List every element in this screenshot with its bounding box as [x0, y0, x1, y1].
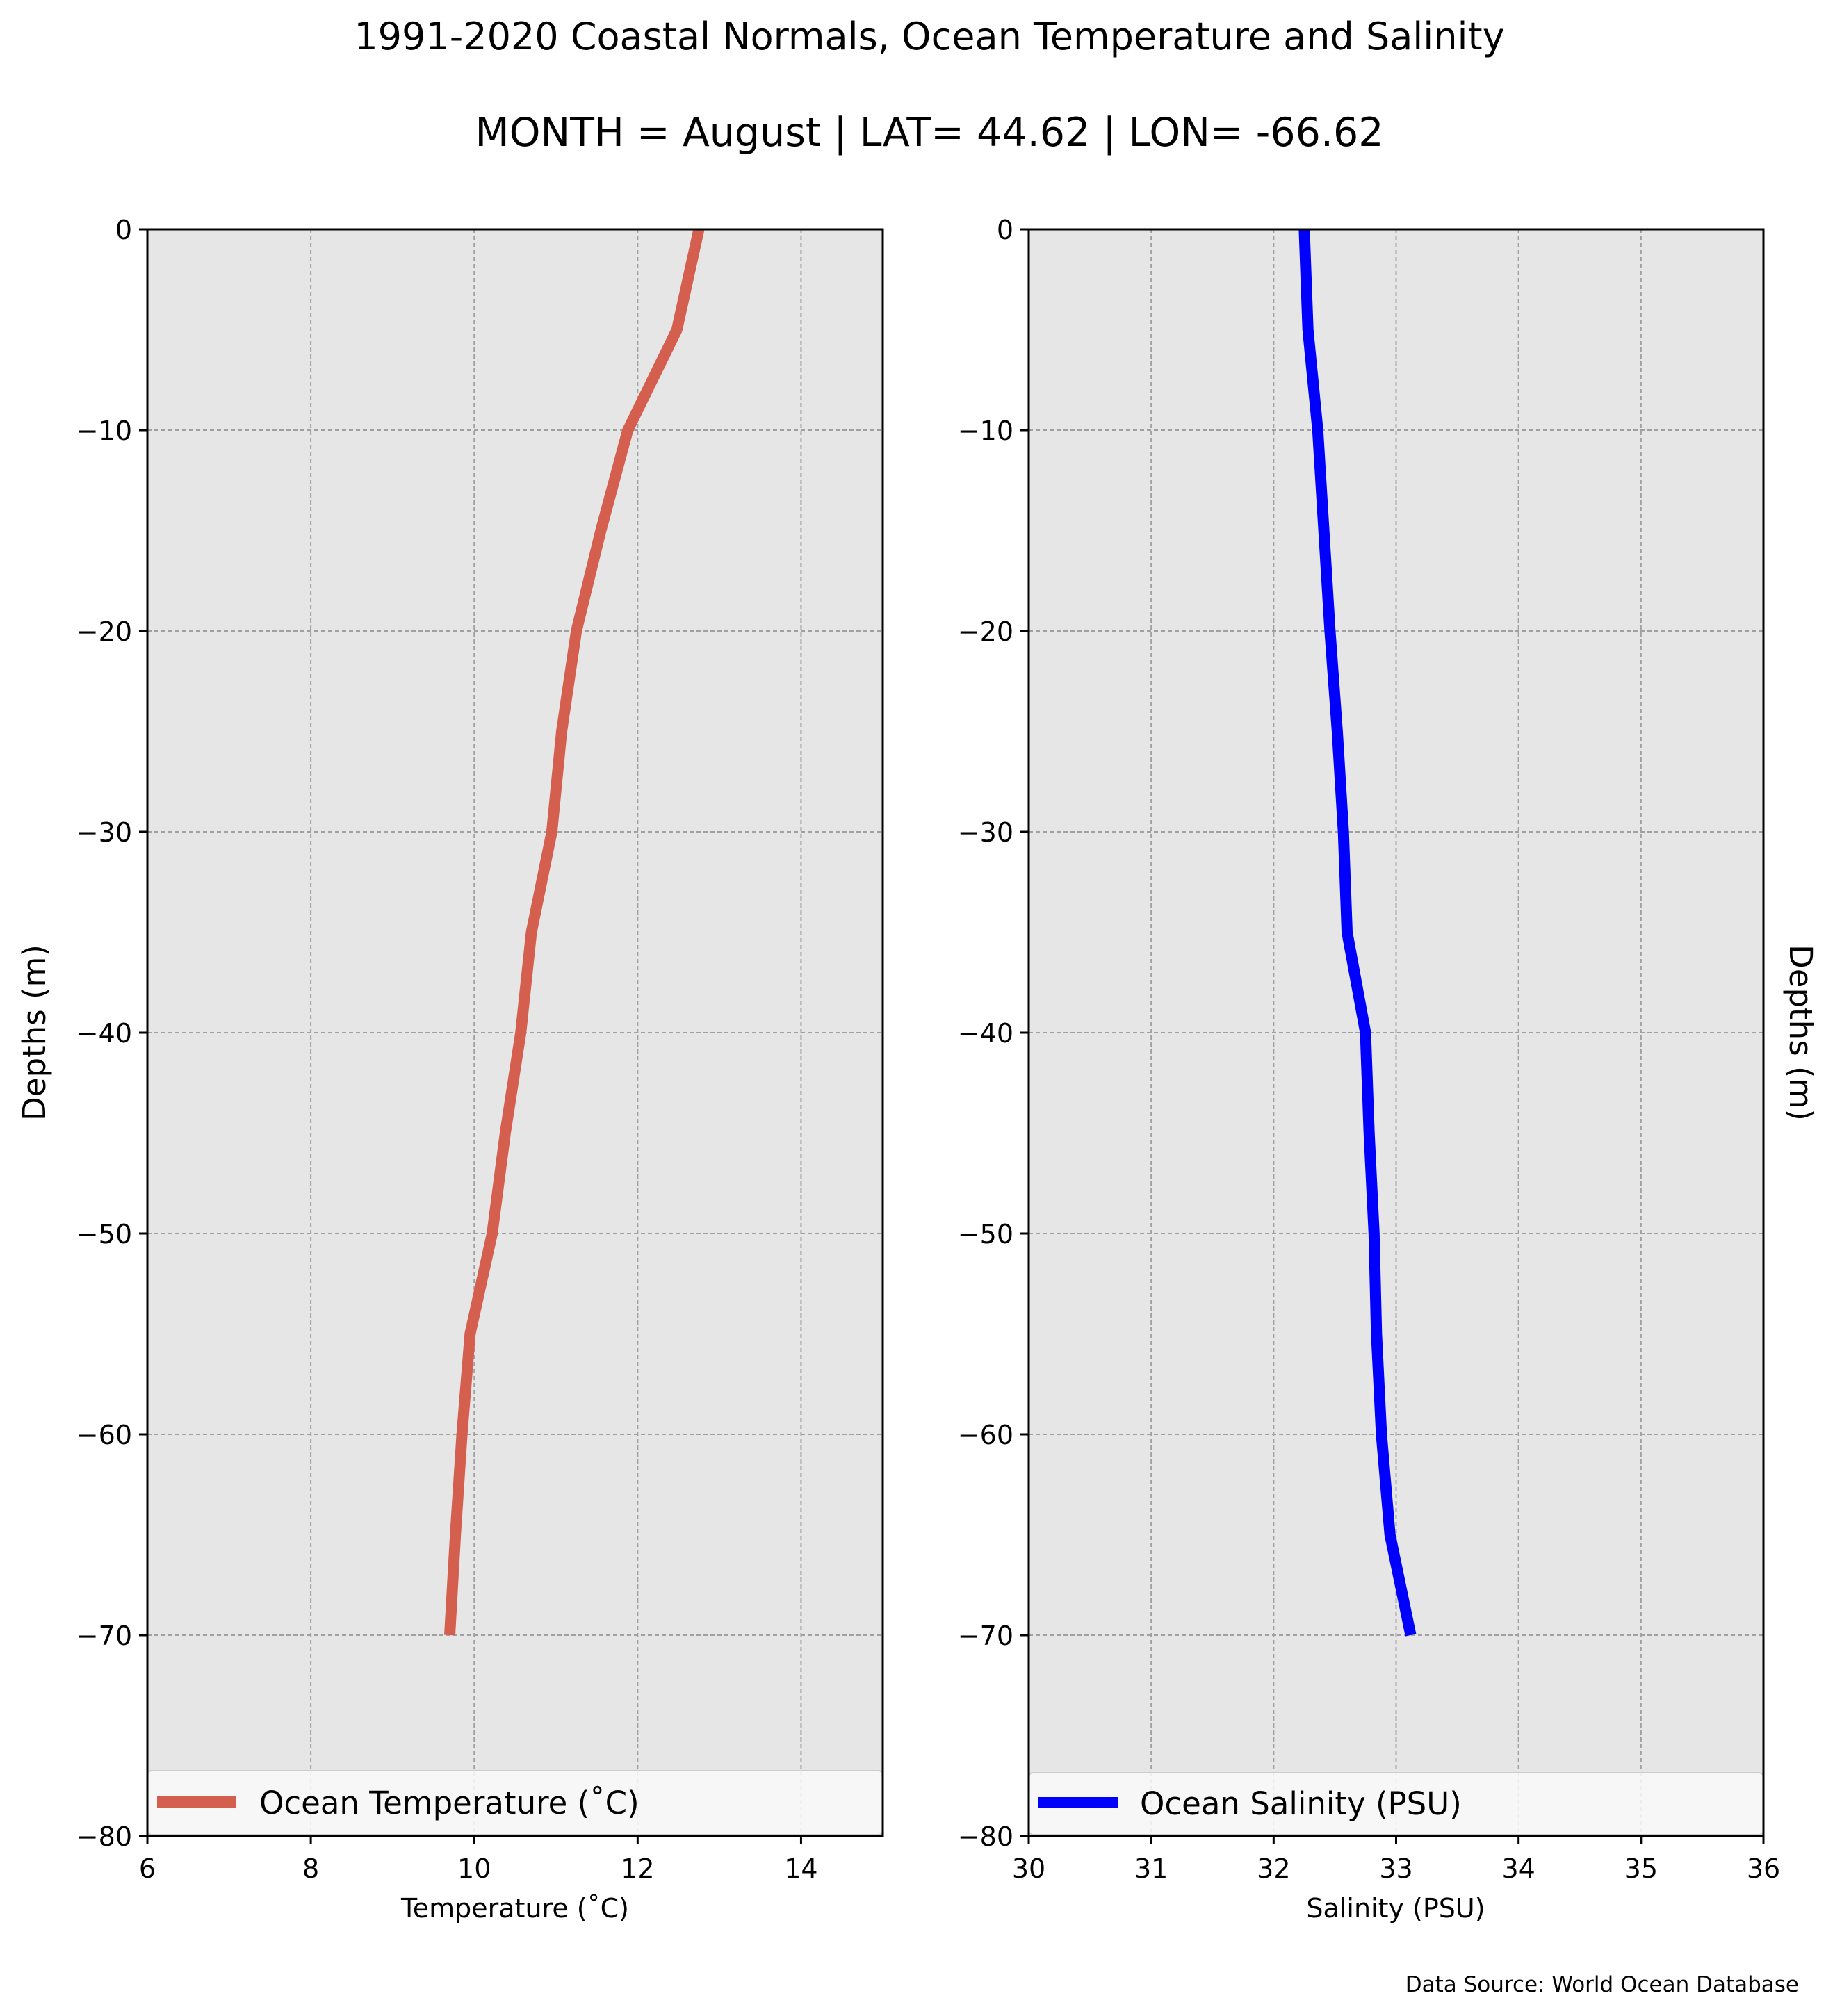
data-source-note: Data Source: World Ocean Database — [1405, 1972, 1799, 1997]
salinity-panel: Ocean Salinity (PSU) 30 31 32 33 34 35 36 0 −10… — [958, 215, 1819, 1924]
salinity-y-tick-label: −40 — [958, 1018, 1013, 1049]
salinity-y-tick-label: 0 — [997, 215, 1013, 245]
temperature-x-tick-label: 10 — [457, 1853, 491, 1884]
temperature-line — [444, 228, 705, 1636]
temperature-y-axis-label: Depths (m) — [16, 944, 53, 1121]
temperature-y-tick-label: 0 — [115, 215, 132, 245]
temperature-legend: Ocean Temperature (˚C) — [147, 1770, 883, 1835]
salinity-x-tick-label: 30 — [1012, 1853, 1045, 1884]
salinity-x-tick-label: 32 — [1257, 1853, 1290, 1884]
salinity-x-tick-label: 34 — [1501, 1853, 1535, 1884]
salinity-y-tick-label: −80 — [958, 1821, 1013, 1852]
figure-title: 1991-2020 Coastal Normals, Ocean Tempera… — [354, 15, 1504, 58]
temperature-y-tick-label: −40 — [76, 1018, 132, 1049]
salinity-x-tick-label: 33 — [1379, 1853, 1412, 1884]
temperature-x-tick-label: 14 — [784, 1853, 817, 1884]
temperature-y-tick-label: −70 — [76, 1621, 132, 1651]
temperature-x-tick-label: 12 — [621, 1853, 654, 1884]
salinity-y-tick-label: −30 — [958, 817, 1013, 848]
salinity-x-tick-label: 35 — [1624, 1853, 1658, 1884]
salinity-y-tick-label: −70 — [958, 1621, 1013, 1651]
salinity-y-ticks: 0 −10 −20 −30 −40 −50 −60 −70 −80 — [958, 215, 1029, 1852]
temperature-y-tick-label: −60 — [76, 1420, 132, 1450]
salinity-y-tick-label: −20 — [958, 616, 1013, 647]
figure-subtitle: MONTH = August | LAT= 44.62 | LON= -66.6… — [475, 110, 1383, 156]
temperature-y-tick-label: −80 — [76, 1821, 132, 1852]
salinity-legend-label: Ocean Salinity (PSU) — [1140, 1785, 1462, 1822]
salinity-y-tick-label: −50 — [958, 1219, 1013, 1249]
temperature-x-ticks: 6 8 10 12 14 — [139, 1836, 818, 1884]
temperature-y-tick-label: −20 — [76, 616, 132, 647]
temperature-x-tick-label: 6 — [139, 1853, 156, 1884]
temperature-x-tick-label: 8 — [302, 1853, 319, 1884]
temperature-legend-label: Ocean Temperature (˚C) — [259, 1785, 639, 1821]
temperature-y-tick-label: −10 — [76, 416, 132, 446]
salinity-y-axis-label: Depths (m) — [1782, 944, 1819, 1121]
salinity-y-tick-label: −10 — [958, 416, 1013, 446]
salinity-x-tick-label: 36 — [1747, 1853, 1780, 1884]
salinity-legend: Ocean Salinity (PSU) — [1028, 1772, 1764, 1835]
temperature-y-ticks: 0 −10 −20 −30 −40 −50 −60 −70 −80 — [76, 215, 147, 1852]
salinity-y-tick-label: −60 — [958, 1420, 1013, 1450]
temperature-panel: Ocean Temperature (˚C) 6 8 10 12 14 0 −10 −20 −… — [16, 215, 884, 1924]
temperature-x-axis-label: Temperature (˚C) — [400, 1893, 629, 1924]
temperature-y-tick-label: −50 — [76, 1219, 132, 1249]
temperature-plot-area — [147, 229, 883, 1836]
salinity-x-tick-label: 31 — [1134, 1853, 1168, 1884]
salinity-line — [1298, 229, 1417, 1637]
salinity-x-axis-label: Salinity (PSU) — [1306, 1893, 1485, 1924]
salinity-x-ticks: 30 31 32 33 34 35 36 — [1012, 1836, 1780, 1884]
temperature-y-tick-label: −30 — [76, 817, 132, 848]
